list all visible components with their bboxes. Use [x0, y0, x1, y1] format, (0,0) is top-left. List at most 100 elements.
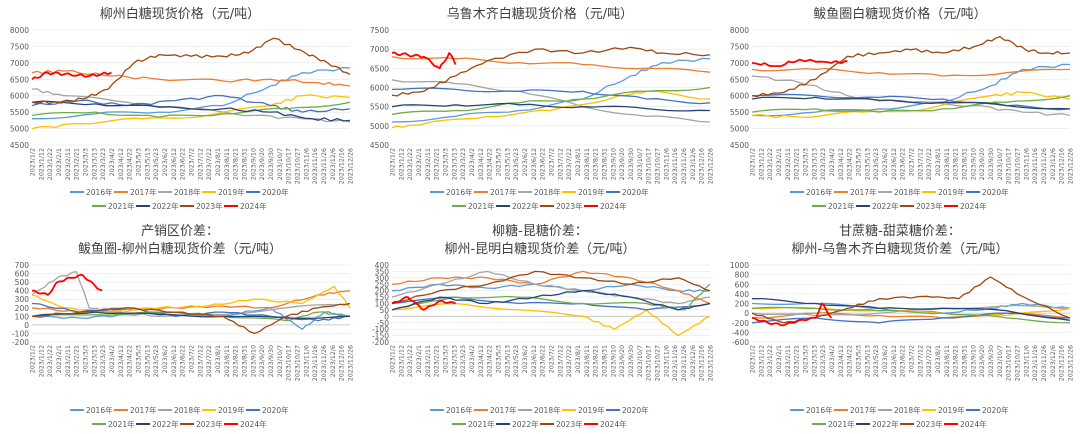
x-tick-label: 2023/10/17 [286, 345, 293, 381]
x-tick-label: 2023/5/13 [864, 148, 871, 180]
y-tick-label: 7000 [10, 59, 29, 68]
x-tick-label: 2023/9/10 [250, 148, 257, 180]
x-tick-label: 2023/12/26 [708, 345, 715, 381]
legend-label: 2016年 [806, 187, 833, 197]
x-tick-label: 2023/4/2 [469, 148, 476, 176]
x-tick-label: 2023/8/31 [242, 148, 249, 180]
legend-label: 2024年 [960, 419, 987, 429]
series-line-2021年 [31, 101, 351, 118]
x-tick-label: 2023/5/13 [504, 148, 511, 180]
x-tick-label: 2023/8/11 [584, 148, 591, 180]
x-tick-label: 2023/7/12 [917, 148, 924, 180]
x-tick-label: 2023/7/22 [926, 148, 933, 180]
liuzhou-price-chart: 柳州白糖现货价格（元/吨） 4500 5000 5500 6000 6500 7000 750… [10, 6, 355, 211]
x-tick-label: 2023/1/2 [30, 148, 37, 176]
series-line-2023年 [31, 37, 351, 105]
x-tick-label: 2023/2/11 [425, 345, 432, 377]
x-tick-label: 2023/7/22 [566, 345, 573, 377]
x-tick-label: 2023/11/16 [312, 148, 319, 184]
x-tick-label: 2023/11/6 [303, 148, 310, 180]
legend-label: 2020年 [622, 405, 649, 415]
y-tick-label: -600 [732, 338, 749, 347]
legend-label: 2020年 [262, 405, 289, 415]
y-tick-label: 7500 [10, 42, 29, 51]
x-tick-label: 2023/4/22 [487, 148, 494, 180]
x-tick-label: 2023/3/13 [451, 345, 458, 377]
legend-label: 2020年 [982, 405, 1009, 415]
y-tick-label: 600 [735, 280, 750, 289]
x-tick-label: 2023/4/2 [109, 345, 116, 373]
x-tick-label: 2023/8/11 [224, 148, 231, 180]
x-tick-label: 2023/10/27 [295, 148, 302, 184]
legend-label: 2023年 [196, 201, 223, 211]
x-tick-label: 2023/11/16 [672, 345, 679, 381]
x-tick-label: 2023/10/17 [286, 148, 293, 184]
y-tick-label: 5500 [730, 108, 749, 117]
x-tick-label: 2023/9/10 [970, 345, 977, 377]
legend-label: 2017年 [490, 405, 517, 415]
legend-label: 2016年 [806, 405, 833, 415]
series-line-2019年 [31, 285, 351, 313]
y-tick-label: -100 [12, 329, 29, 338]
x-tick-label: 2023/1/2 [750, 345, 757, 373]
y-tick-label: 250 [375, 280, 390, 289]
x-tick-label: 2023/12/16 [339, 345, 346, 381]
y-tick-label: 8000 [730, 26, 749, 35]
y-tick-label: 7500 [730, 42, 749, 51]
x-tick-label: 2023/10/27 [295, 345, 302, 381]
x-tick-label: 2023/3/23 [460, 345, 467, 377]
x-tick-label: 2023/10/7 [277, 148, 284, 180]
x-tick-label: 2023/1/12 [38, 345, 45, 377]
x-tick-label: 2023/6/12 [531, 148, 538, 180]
series-line-2019年 [391, 302, 711, 337]
x-tick-label: 2023/3/13 [91, 148, 98, 180]
legend-label: 2017年 [130, 187, 157, 197]
x-tick-label: 2023/12/6 [330, 345, 337, 377]
x-tick-label: 2023/8/1 [935, 148, 942, 176]
legend-label: 2018年 [534, 405, 561, 415]
x-tick-label: 2023/5/23 [513, 148, 520, 180]
x-tick-label: 2023/11/16 [312, 345, 319, 381]
y-tick-label: 800 [735, 271, 750, 280]
x-tick-label: 2023/1/2 [30, 345, 37, 373]
x-tick-label: 2023/5/23 [153, 148, 160, 180]
x-tick-label: 2023/1/22 [47, 345, 54, 377]
x-tick-label: 2023/8/31 [602, 148, 609, 180]
x-tick-label: 2023/6/12 [891, 345, 898, 377]
x-tick-label: 2023/5/13 [864, 345, 871, 377]
y-tick-label: 300 [15, 295, 30, 304]
y-tick-label: 500 [15, 278, 30, 287]
x-tick-label: 2023/12/6 [690, 148, 697, 180]
x-tick-label: 2023/6/2 [522, 345, 529, 373]
y-tick-label: 0 [744, 309, 749, 318]
x-tick-label: 2023/10/27 [1015, 345, 1022, 381]
legend-label: 2016年 [446, 187, 473, 197]
legend-label: 2019年 [938, 187, 965, 197]
x-tick-label: 2023/9/30 [628, 148, 635, 180]
legend-label: 2017年 [130, 405, 157, 415]
x-tick-label: 2023/5/13 [144, 148, 151, 180]
legend-label: 2022年 [872, 201, 899, 211]
x-tick-label: 2023/10/17 [646, 345, 653, 381]
y-tick-label: 400 [375, 261, 390, 270]
x-tick-label: 2023/1/12 [38, 148, 45, 180]
legend-label: 2024年 [600, 419, 627, 429]
x-tick-label: 2023/4/12 [118, 148, 125, 180]
x-tick-label: 2023/5/23 [873, 345, 880, 377]
series-line-2021年 [751, 95, 1071, 113]
x-tick-label: 2023/6/2 [882, 345, 889, 373]
y-tick-label: 1000 [730, 261, 749, 270]
y-tick-label: 6000 [730, 92, 749, 101]
x-tick-label: 2023/10/27 [1015, 148, 1022, 184]
x-tick-label: 2023/6/22 [540, 345, 547, 377]
legend-label: 2023年 [556, 201, 583, 211]
x-tick-label: 2023/12/6 [690, 345, 697, 377]
series-line-2017年 [391, 56, 711, 73]
chart-title-line: 柳糖-昆糖价差： [492, 223, 588, 239]
y-tick-label: 7000 [730, 59, 749, 68]
x-tick-label: 2023/7/2 [549, 148, 556, 176]
legend-label: 2019年 [218, 405, 245, 415]
series-line-2024年 [32, 273, 103, 296]
x-tick-label: 2023/9/20 [259, 345, 266, 377]
series-line-2022年 [751, 96, 1071, 110]
